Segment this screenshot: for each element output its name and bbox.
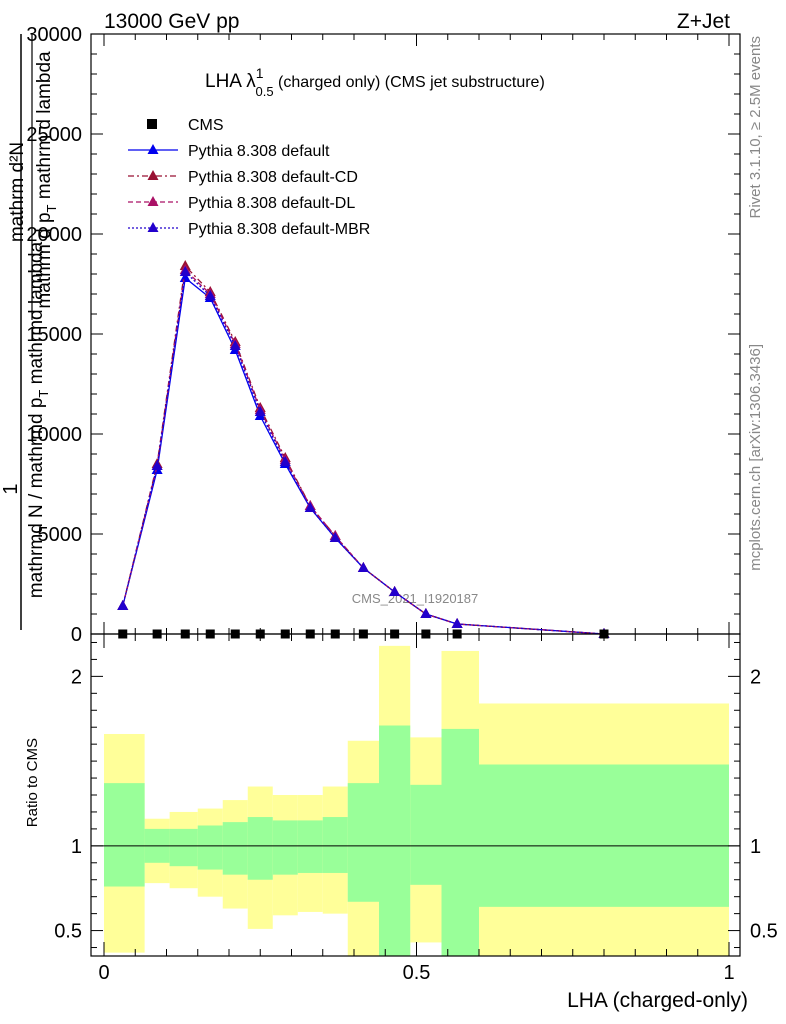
ratio-y-tick-label: 2 bbox=[71, 666, 82, 688]
y-tick-label: 25000 bbox=[26, 124, 82, 146]
legend-label: Pythia 8.308 default-DL bbox=[188, 195, 355, 212]
ratio-plot: 0.5 0.51 12 2 0 0.5 1 Ratio to CMS LHA (charg… bbox=[24, 633, 778, 1012]
series-line bbox=[122, 268, 605, 635]
ratio-y-tick-label-right: 0.5 bbox=[750, 921, 778, 943]
x-tick-label: 0.5 bbox=[403, 962, 431, 984]
series-marker bbox=[204, 290, 216, 300]
plot-title-sup: 1 bbox=[256, 65, 264, 81]
x-tick-label: 0 bbox=[98, 962, 109, 984]
series-marker bbox=[329, 532, 341, 542]
main-plot: 0 5000 10000 15000 20000 25000 30000 CMS_2021_… bbox=[0, 24, 741, 646]
series-marker bbox=[254, 406, 266, 416]
plot-title-prefix: LHA λ bbox=[205, 71, 256, 92]
rivet-label: Rivet 3.1.10, ≥ 2.5M events bbox=[747, 36, 764, 219]
y-tick-label: 30000 bbox=[26, 24, 82, 46]
series-group bbox=[117, 260, 610, 638]
y-label-line2: mathrm d pT mathrm d lambda bbox=[34, 51, 59, 309]
series-line bbox=[122, 264, 605, 635]
series-marker bbox=[420, 608, 432, 618]
series-marker bbox=[357, 562, 369, 572]
series-marker bbox=[179, 266, 191, 276]
process-label: Z+Jet bbox=[677, 10, 730, 33]
y-tick-label: 5000 bbox=[38, 524, 83, 546]
y-label-line2-text: mathrm d p bbox=[34, 212, 55, 308]
series-marker bbox=[304, 502, 316, 512]
legend-marker bbox=[147, 196, 159, 206]
y-tick-label: 15000 bbox=[26, 324, 82, 346]
stat-band-bin bbox=[441, 728, 479, 956]
legend-label: Pythia 8.308 default-CD bbox=[188, 169, 358, 186]
stat-band-bin bbox=[104, 783, 145, 887]
main-y-label: 1 mathrmd N / mathrmd pT mathrmd lambda … bbox=[0, 34, 59, 630]
y-label-den-text: mathrmd N / mathrmd p bbox=[26, 398, 47, 599]
plot-title: LHA λ1 0.5 (charged only) (CMS jet substr… bbox=[205, 65, 545, 99]
stat-band-bin bbox=[247, 817, 273, 880]
stat-band-bin bbox=[222, 822, 248, 875]
y-label-line2-sub: T bbox=[44, 204, 59, 212]
legend-label: Pythia 8.308 default bbox=[188, 143, 330, 160]
stat-band-bin bbox=[272, 820, 298, 875]
ratio-y-axis: 0.5 0.5 1 1 2 2 bbox=[54, 641, 778, 949]
ratio-x-axis: 0 0.5 1 bbox=[98, 634, 735, 984]
stat-band-bin bbox=[169, 828, 198, 867]
y-label-line2-tail: mathrm d lambda bbox=[34, 51, 55, 205]
energy-label: 13000 GeV pp bbox=[104, 10, 239, 33]
stat-band-bin bbox=[347, 783, 379, 902]
ratio-y-tick-label: 0.5 bbox=[54, 921, 82, 943]
ratio-bands bbox=[104, 645, 729, 956]
legend: CMS Pythia 8.308 default Pythia 8.308 defa… bbox=[128, 117, 370, 238]
stat-band-bin bbox=[197, 825, 223, 870]
legend-label: Pythia 8.308 default-MBR bbox=[188, 221, 370, 238]
stat-band-bin bbox=[379, 725, 411, 956]
main-y-axis: 0 5000 10000 15000 20000 25000 30000 bbox=[26, 24, 740, 646]
ratio-y-label: Ratio to CMS bbox=[24, 738, 41, 827]
legend-marker bbox=[147, 170, 159, 180]
y-tick-label: 10000 bbox=[26, 424, 82, 446]
legend-label: CMS bbox=[188, 117, 224, 134]
x-axis-label: LHA (charged-only) bbox=[567, 989, 748, 1012]
legend-marker bbox=[147, 222, 159, 232]
series-line bbox=[122, 270, 605, 635]
series-marker bbox=[279, 456, 291, 466]
y-label-num: 1 bbox=[0, 483, 22, 494]
y-label-den: mathrmd N / mathrmd pT mathrmd lambda bbox=[26, 241, 51, 598]
ratio-y-tick-label-right: 2 bbox=[750, 666, 761, 688]
stat-band-bin bbox=[322, 817, 348, 873]
plot-title-suffix: (charged only) (CMS jet substructure) bbox=[274, 74, 545, 91]
plot-title-sub: 0.5 bbox=[256, 84, 274, 99]
series-marker bbox=[179, 272, 191, 282]
ratio-y-tick-label-right: 1 bbox=[750, 836, 761, 858]
stat-band-bin bbox=[479, 764, 729, 907]
series-marker bbox=[451, 618, 463, 628]
series-marker bbox=[389, 586, 401, 596]
x-tick-label: 1 bbox=[723, 962, 734, 984]
ratio-y-tick-label: 1 bbox=[71, 836, 82, 858]
y-tick-label: 0 bbox=[71, 624, 82, 646]
series-marker bbox=[117, 600, 129, 610]
stat-band-bin bbox=[410, 784, 442, 885]
legend-marker-cms bbox=[147, 119, 157, 129]
y-label-den-sub: T bbox=[36, 390, 51, 398]
series-line bbox=[122, 276, 605, 635]
main-x-axis-ticks bbox=[103, 34, 730, 634]
series-marker bbox=[229, 340, 241, 350]
analysis-watermark: CMS_2021_I1920187 bbox=[352, 591, 479, 606]
y-label-den-tail: mathrmd lambda bbox=[26, 241, 47, 389]
mcplots-label: mcplots.cern.ch [arXiv:1306.3436] bbox=[747, 344, 764, 571]
legend-marker bbox=[147, 144, 159, 154]
y-tick-label: 20000 bbox=[26, 224, 82, 246]
series-marker bbox=[151, 460, 163, 470]
stat-band-bin bbox=[297, 820, 323, 873]
y-label-line1: mathrm d²N bbox=[7, 142, 28, 242]
